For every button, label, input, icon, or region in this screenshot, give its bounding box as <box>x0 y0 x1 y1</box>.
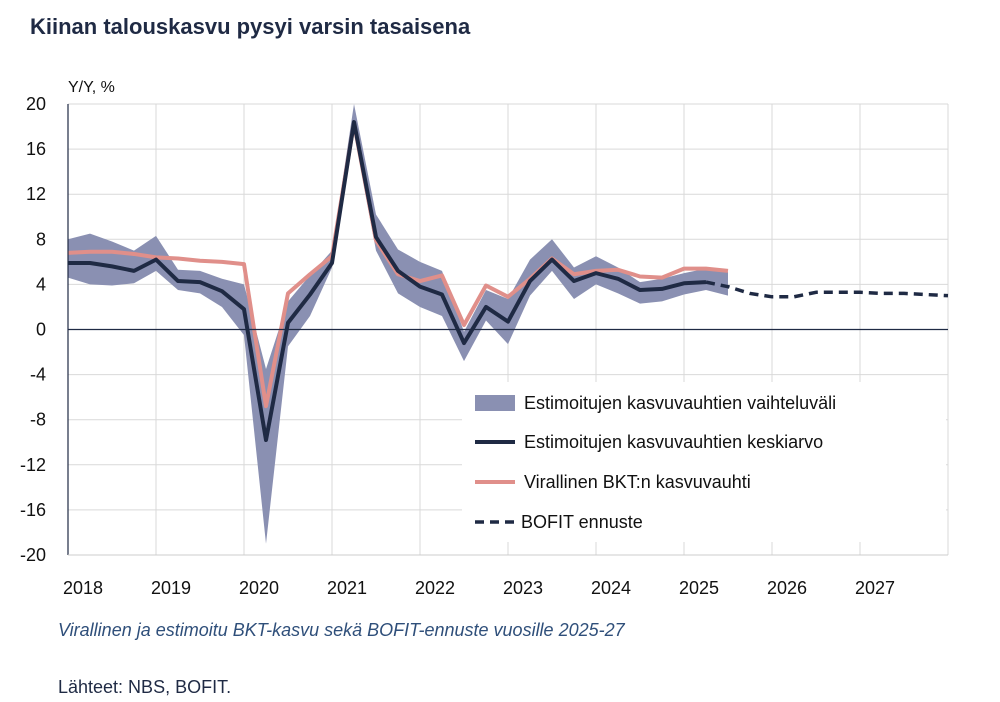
x-tick-label: 2024 <box>591 578 631 598</box>
y-tick-label: -20 <box>20 545 46 565</box>
x-tick-label: 2025 <box>679 578 719 598</box>
y-tick-label: 8 <box>36 229 46 249</box>
y-axis-label: Y/Y, % <box>68 79 115 96</box>
x-tick-label: 2022 <box>415 578 455 598</box>
x-tick-label: 2027 <box>855 578 895 598</box>
x-tick-label: 2021 <box>327 578 367 598</box>
legend-label: Estimoitujen kasvuvauhtien vaihteluväli <box>524 393 836 413</box>
legend-label: Estimoitujen kasvuvauhtien keskiarvo <box>524 432 823 452</box>
chart-caption: Virallinen ja estimoitu BKT-kasvu sekä B… <box>58 620 625 640</box>
chart-plot-area <box>67 104 949 544</box>
chart-title: Kiinan talouskasvu pysyi varsin tasaisen… <box>30 14 471 39</box>
x-tick-label: 2019 <box>151 578 191 598</box>
legend-label: BOFIT ennuste <box>521 512 643 532</box>
official-gdp-line <box>67 121 729 409</box>
y-tick-label: 0 <box>36 320 46 340</box>
y-tick-label: 12 <box>26 184 46 204</box>
y-tick-label: 4 <box>36 274 46 294</box>
y-tick-label: 16 <box>26 139 46 159</box>
legend-swatch-band <box>475 395 515 411</box>
y-tick-label: -4 <box>30 365 46 385</box>
y-tick-label: -16 <box>20 500 46 520</box>
legend-label: Virallinen BKT:n kasvuvauhti <box>524 472 751 492</box>
y-tick-label: -12 <box>20 455 46 475</box>
legend-background <box>462 382 946 542</box>
chart-axes: 20 16 12 8 4 0 -4 -8 -12 -16 -20 2018 2019 2020 2021 20… <box>20 94 948 598</box>
x-tick-label: 2026 <box>767 578 807 598</box>
chart: 20 16 12 8 4 0 -4 -8 -12 -16 -20 2018 2019 2020 2021 20… <box>20 79 949 598</box>
x-tick-label: 2018 <box>63 578 103 598</box>
mean-estimate-line <box>68 120 707 442</box>
chart-legend: Estimoitujen kasvuvauhtien vaihteluväli E… <box>462 382 946 542</box>
x-tick-label: 2020 <box>239 578 279 598</box>
x-tick-label: 2023 <box>503 578 543 598</box>
forecast-line <box>705 280 949 299</box>
y-tick-label: -8 <box>30 410 46 430</box>
chart-source: Lähteet: NBS, BOFIT. <box>58 677 232 697</box>
y-tick-label: 20 <box>26 94 46 114</box>
